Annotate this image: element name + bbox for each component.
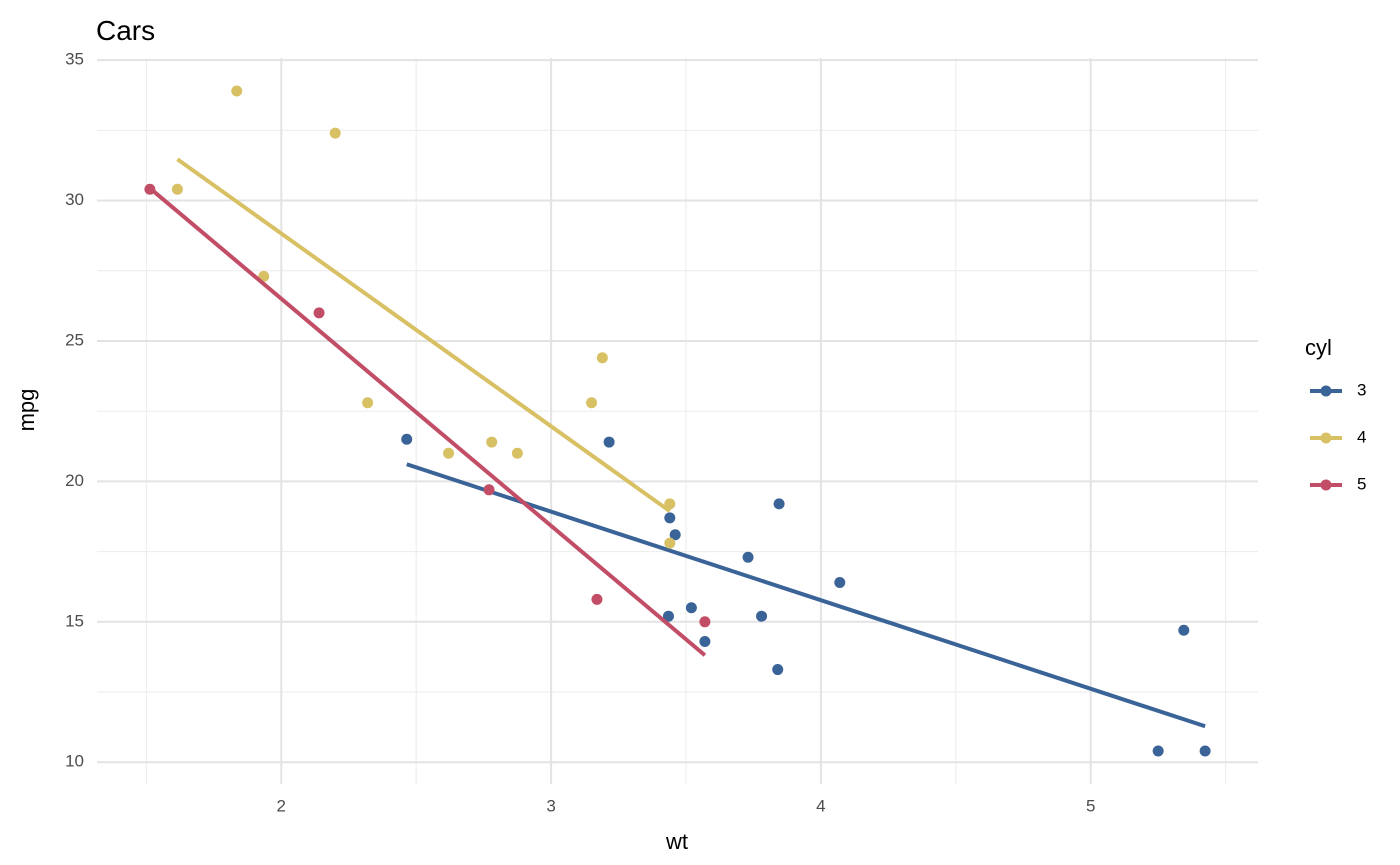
- point: [756, 610, 768, 622]
- point: [443, 447, 455, 459]
- legend-title: cyl: [1305, 335, 1332, 360]
- point: [231, 85, 243, 97]
- point: [699, 616, 711, 628]
- point: [664, 537, 676, 549]
- y-tick-label: 25: [65, 330, 84, 349]
- point: [1199, 745, 1211, 757]
- point: [596, 352, 608, 364]
- fit-line: [148, 186, 707, 657]
- y-axis-title: mpg: [14, 389, 39, 432]
- point: [742, 551, 754, 563]
- point: [773, 498, 785, 510]
- point: [662, 610, 674, 622]
- point: [591, 593, 603, 605]
- point: [313, 307, 325, 319]
- point: [669, 529, 681, 541]
- x-tick-label: 3: [546, 796, 555, 815]
- legend-swatch-point: [1320, 479, 1332, 491]
- point: [664, 512, 676, 524]
- legend-label: 4: [1357, 427, 1366, 446]
- y-tick-label: 30: [65, 190, 84, 209]
- point: [603, 436, 615, 448]
- legend-swatch-point: [1320, 385, 1332, 397]
- point: [586, 397, 598, 409]
- x-axis-title: wt: [665, 829, 688, 854]
- point: [1152, 745, 1164, 757]
- legend-label: 3: [1357, 380, 1366, 399]
- point: [401, 433, 413, 445]
- y-tick-label: 20: [65, 471, 84, 490]
- point: [685, 602, 697, 614]
- y-tick-label: 10: [65, 752, 84, 771]
- y-tick-label: 15: [65, 611, 84, 630]
- legend-swatch-point: [1320, 432, 1332, 444]
- series: [171, 85, 676, 549]
- x-tick-label: 4: [816, 796, 825, 815]
- point: [699, 635, 711, 647]
- fit-line: [176, 157, 671, 513]
- point: [362, 397, 374, 409]
- series: [144, 183, 711, 657]
- fit-line: [406, 462, 1206, 729]
- point: [834, 576, 846, 588]
- point: [772, 664, 784, 676]
- point: [664, 498, 676, 510]
- point: [486, 436, 498, 448]
- point: [483, 484, 495, 496]
- point: [171, 183, 183, 195]
- point: [329, 127, 341, 139]
- y-tick-label: 35: [65, 50, 84, 69]
- legend-label: 5: [1357, 474, 1366, 493]
- chart-title: Cars: [96, 15, 155, 46]
- x-tick-label: 5: [1086, 796, 1095, 815]
- point: [1178, 624, 1190, 636]
- x-tick-label: 2: [277, 796, 286, 815]
- point: [511, 447, 523, 459]
- series: [401, 433, 1211, 757]
